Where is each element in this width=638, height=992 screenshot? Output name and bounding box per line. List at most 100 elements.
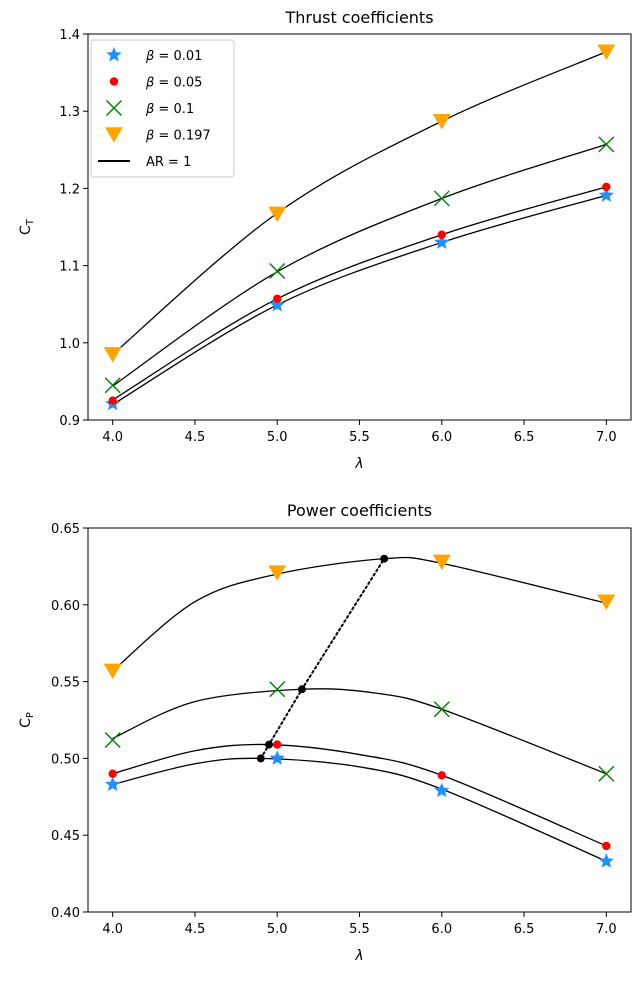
x-marker-stroke <box>433 701 450 718</box>
power-y-tick-label: 0.60 <box>51 599 80 614</box>
x-marker-stroke <box>598 765 615 782</box>
thrust-y-tick-label: 1.2 <box>59 182 80 197</box>
power-optimum-point <box>256 754 265 763</box>
thrust-x-tick-label: 4.0 <box>102 430 123 445</box>
thrust-x-tick-label: 5.0 <box>267 430 288 445</box>
power-y-tick-label: 0.55 <box>51 676 80 691</box>
legend-label: β = 0.05 <box>145 76 202 91</box>
thrust-x-axis-label: λ <box>354 456 363 472</box>
legend-entry: AR = 1 <box>98 155 191 170</box>
thrust-x-tick-label: 6.0 <box>431 430 452 445</box>
power-series-4-point <box>103 663 122 679</box>
power-series-4-point <box>268 565 287 581</box>
thrust-series-4-point <box>268 206 287 222</box>
legend-box <box>90 39 235 178</box>
legend-beta-symbol: β <box>145 102 154 117</box>
power-x-tick-label: 5.5 <box>349 922 370 937</box>
power-series-1-point <box>269 750 285 765</box>
thrust-curve-3 <box>112 143 607 387</box>
legend-entry: β = 0.1 <box>106 100 194 117</box>
thrust-series-1-point <box>269 296 285 312</box>
power-curve-2 <box>112 743 607 847</box>
thrust-x-tick-label: 5.5 <box>349 430 370 445</box>
power-x-tick-label: 5.0 <box>267 922 288 937</box>
legend-label: β = 0.197 <box>145 129 211 144</box>
thrust-series-3-point <box>269 263 286 279</box>
power-x-axis-label: λ <box>354 948 363 964</box>
legend-marker <box>106 100 122 116</box>
legend-label: AR = 1 <box>146 155 191 170</box>
x-marker-stroke <box>269 263 286 279</box>
power-curve-3 <box>112 688 607 775</box>
power-series-1-point <box>598 853 614 868</box>
x-marker-stroke <box>104 731 121 748</box>
power-curve-4 <box>112 556 607 672</box>
power-optimum-point <box>297 685 306 694</box>
legend-value: = 0.1 <box>154 102 194 117</box>
thrust-chart: Thrust coefficients 4.0 4.5 5.0 5.5 6.0 6.5 7.… <box>18 8 632 472</box>
legend-beta-symbol: β <box>145 76 154 91</box>
power-y-axis-label: CP <box>18 712 36 728</box>
x-marker-stroke <box>433 190 450 207</box>
power-x-tick-label: 4.0 <box>102 922 123 937</box>
power-optimum-point <box>380 554 389 563</box>
thrust-y-tick-label: 1.1 <box>59 260 80 275</box>
thrust-series-4-point <box>432 114 451 130</box>
power-series-3-point <box>598 765 615 782</box>
thrust-series-4-point <box>103 347 122 363</box>
power-y-tick-label: 0.65 <box>51 522 80 537</box>
legend-marker <box>106 47 122 62</box>
thrust-x-tick-label: 6.5 <box>514 430 535 445</box>
power-series-4-point <box>432 554 451 570</box>
legend-beta-symbol: β <box>145 129 154 144</box>
power-chart-title: Power coefficients <box>287 501 432 520</box>
power-series-3-point <box>104 731 121 748</box>
thrust-curve-2 <box>112 186 607 401</box>
legend-value: = 0.05 <box>154 76 202 91</box>
power-series-3-point <box>269 681 286 698</box>
power-x-tick-label: 6.0 <box>431 922 452 937</box>
power-y-tick-label: 0.50 <box>51 752 80 767</box>
power-curve-1 <box>112 757 607 862</box>
power-y-tick-label: 0.40 <box>51 906 80 921</box>
thrust-x-tick-label: 7.0 <box>596 430 617 445</box>
power-series-3-point <box>433 701 450 718</box>
thrust-y-axis-label: CT <box>18 218 36 235</box>
legend-label: β = 0.01 <box>145 49 202 64</box>
power-optimum-point <box>265 740 273 749</box>
power-x-tick-label: 4.5 <box>185 922 206 937</box>
thrust-series-2-point <box>437 230 446 239</box>
thrust-y-tick-label: 1.3 <box>59 105 80 120</box>
power-x-tick-label: 7.0 <box>596 922 617 937</box>
power-series-2-point <box>602 841 611 851</box>
legend-value: = 0.197 <box>154 129 210 144</box>
power-x-tick-label: 6.5 <box>514 922 535 937</box>
x-marker-stroke <box>598 136 615 153</box>
legend-beta-symbol: β <box>145 49 154 64</box>
power-series-1-point <box>434 782 450 798</box>
legend-label: β = 0.1 <box>145 102 194 117</box>
x-marker-stroke <box>106 100 122 116</box>
thrust-curve-4 <box>112 51 607 355</box>
thrust-series-3-point <box>104 377 121 394</box>
thrust-series-4-point <box>597 44 616 60</box>
power-chart: Power coefficients 4.0 4.5 5.0 5.5 6.0 6.5 7.0… <box>18 501 632 964</box>
thrust-series-2-point <box>108 396 117 405</box>
power-series-1-point <box>105 776 121 791</box>
x-marker-stroke <box>269 681 286 698</box>
thrust-series-3-point <box>598 136 615 153</box>
thrust-y-tick-label: 0.9 <box>59 414 80 429</box>
thrust-y-tick-label: 1.0 <box>59 337 80 352</box>
thrust-chart-title: Thrust coefficients <box>284 8 433 27</box>
thrust-series-1-point <box>598 187 614 202</box>
thrust-y-tick-label: 1.4 <box>59 28 80 43</box>
thrust-series-2-point <box>602 182 611 192</box>
thrust-curve-1 <box>112 194 607 406</box>
thrust-series-3-point <box>433 190 450 207</box>
legend-entry: β = 0.01 <box>106 47 202 64</box>
legend-entry: β = 0.05 <box>109 76 202 91</box>
legend-marker <box>109 77 119 86</box>
power-series-2-point <box>437 771 446 780</box>
